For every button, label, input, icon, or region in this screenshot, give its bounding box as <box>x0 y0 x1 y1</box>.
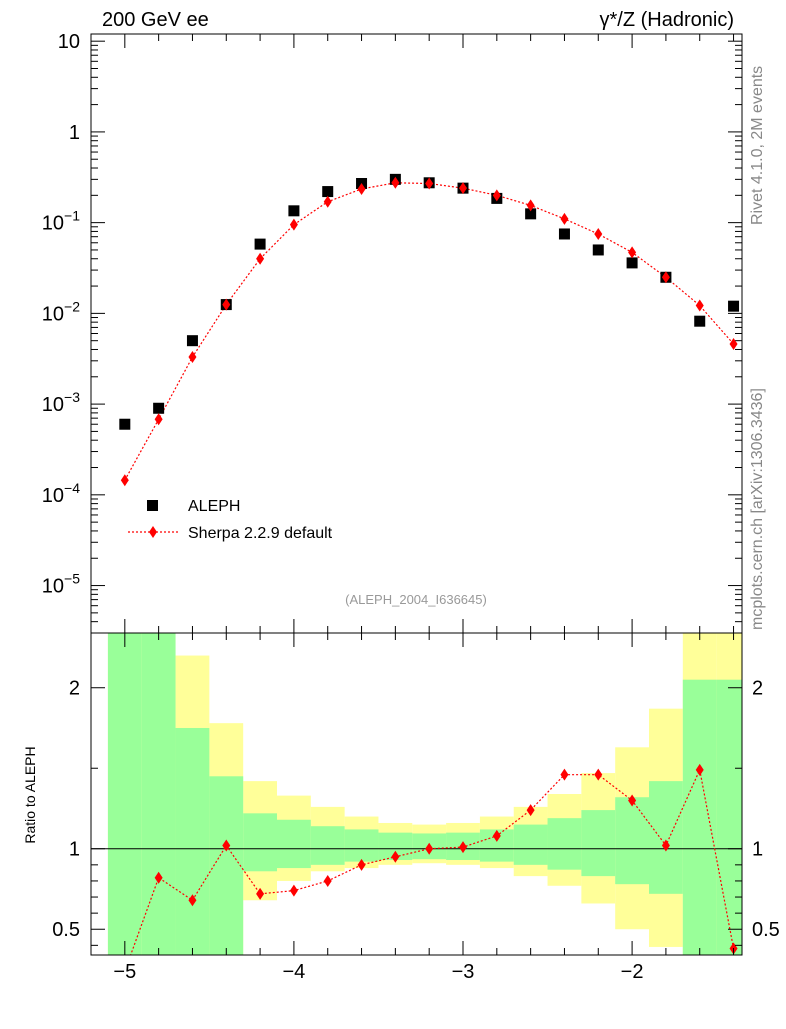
sherpa-point <box>222 298 231 311</box>
lower-frame <box>90 632 743 956</box>
sherpa-point <box>729 337 738 350</box>
ratio-point <box>459 841 467 854</box>
upper-y-tick-label: 10−1 <box>42 208 80 235</box>
lower-y-tick-label-right: 1 <box>752 839 763 861</box>
ratio-point <box>391 850 400 863</box>
ratio-point <box>526 804 535 817</box>
lower-y-tick-label-right: 2 <box>752 678 763 700</box>
upper-panel: 10 1 10−1 10−2 10−3 10−4 10−5 <box>42 31 743 634</box>
ratio-band-stat <box>141 633 176 955</box>
sherpa-point <box>526 199 535 212</box>
aleph-point <box>626 257 638 269</box>
ratio-point <box>425 842 434 855</box>
ratio-band-stat <box>277 819 311 869</box>
ratio-band-stat <box>209 776 244 955</box>
upper-y-tick-label: 10−4 <box>42 480 80 507</box>
lower-y-tick-label-left: 0.5 <box>52 919 80 941</box>
ratio-band-stat <box>513 824 548 865</box>
aleph-point <box>728 300 740 312</box>
x-tick-label: −2 <box>621 961 644 983</box>
aleph-point <box>558 228 570 240</box>
sherpa-point <box>154 413 163 426</box>
ratio-ylabel: Ratio to ALEPH <box>22 746 38 843</box>
ratio-band-stat <box>716 679 742 955</box>
ratio-point <box>695 763 704 776</box>
ratio-band-stat <box>682 679 717 955</box>
aleph-point <box>694 315 706 327</box>
x-tick-label: −4 <box>283 961 306 983</box>
sherpa-point <box>628 246 637 259</box>
aleph-point <box>153 402 165 414</box>
ratio-band-stat <box>243 813 277 872</box>
ratio-band-stat <box>581 810 616 877</box>
lower-panel: 2 2 1 1 0.5 0.5 −5 −4 −3 −2 <box>52 632 780 983</box>
ratio-point <box>323 874 332 887</box>
legend-marker-sherpa <box>149 526 157 538</box>
sherpa-point <box>256 252 265 265</box>
ratio-point <box>256 887 265 900</box>
ratio-point <box>628 794 637 807</box>
ratio-point <box>594 768 603 781</box>
sherpa-point <box>120 474 129 487</box>
lower-y-tick-label-left: 2 <box>69 678 80 700</box>
ratio-band-stat <box>615 797 649 885</box>
sherpa-point <box>492 189 501 202</box>
sherpa-point <box>188 351 197 364</box>
ratio-point <box>560 768 569 781</box>
aleph-point <box>525 208 537 220</box>
sherpa-point <box>459 182 467 195</box>
sherpa-point <box>661 271 670 284</box>
header-right: γ*/Z (Hadronic) <box>600 9 734 31</box>
sherpa-point <box>425 177 434 190</box>
sherpa-point <box>560 212 569 225</box>
ratio-band-stat <box>107 633 142 955</box>
analysis-id: (ALEPH_2004_I636645) <box>345 592 487 607</box>
aleph-point <box>592 244 604 256</box>
sherpa-point <box>323 195 332 208</box>
ratio-point <box>492 829 501 842</box>
legend-marker-aleph <box>147 500 158 511</box>
sherpa-point <box>594 227 603 240</box>
upper-y-tick-label: 10−3 <box>42 389 80 416</box>
upper-y-tick-label: 10−5 <box>42 571 80 598</box>
sherpa-point <box>357 182 366 195</box>
aleph-point <box>322 186 334 198</box>
side-label-rivet: Rivet 4.1.0, 2M events <box>749 66 766 225</box>
legend: ALEPH Sherpa 2.2.9 default <box>128 498 333 542</box>
aleph-point <box>186 335 198 347</box>
upper-y-tick-label: 10−2 <box>42 298 80 325</box>
ratio-point <box>357 858 366 871</box>
upper-y-tick-label: 1 <box>69 122 80 144</box>
ratio-point <box>661 839 670 852</box>
upper-y-tick-label: 10 <box>58 31 80 53</box>
ratio-point <box>222 839 231 852</box>
sherpa-point <box>391 176 400 189</box>
side-label-mcplots: mcplots.cern.ch [arXiv:1306.3436] <box>749 388 766 630</box>
ratio-band-stat <box>310 826 345 865</box>
aleph-point <box>119 418 131 430</box>
ratio-point <box>289 884 298 897</box>
header-left: 200 GeV ee <box>102 9 209 31</box>
ratio-band-stat <box>344 829 379 862</box>
ratio-point <box>188 894 197 907</box>
lower-y-tick-label-right: 0.5 <box>752 919 780 941</box>
aleph-point <box>288 205 300 217</box>
sherpa-point <box>289 218 298 231</box>
ratio-band-stat <box>175 727 210 955</box>
x-tick-label: −3 <box>452 961 475 983</box>
legend-label-aleph: ALEPH <box>188 498 240 515</box>
lower-y-tick-label-left: 1 <box>69 839 80 861</box>
aleph-point <box>254 238 266 250</box>
legend-label-sherpa: Sherpa 2.2.9 default <box>188 525 333 542</box>
ratio-band-stat <box>547 818 582 870</box>
ratio-point <box>154 871 163 884</box>
ratio-band-stat <box>649 781 683 894</box>
x-tick-label: −5 <box>113 961 136 983</box>
sherpa-point <box>695 299 704 312</box>
